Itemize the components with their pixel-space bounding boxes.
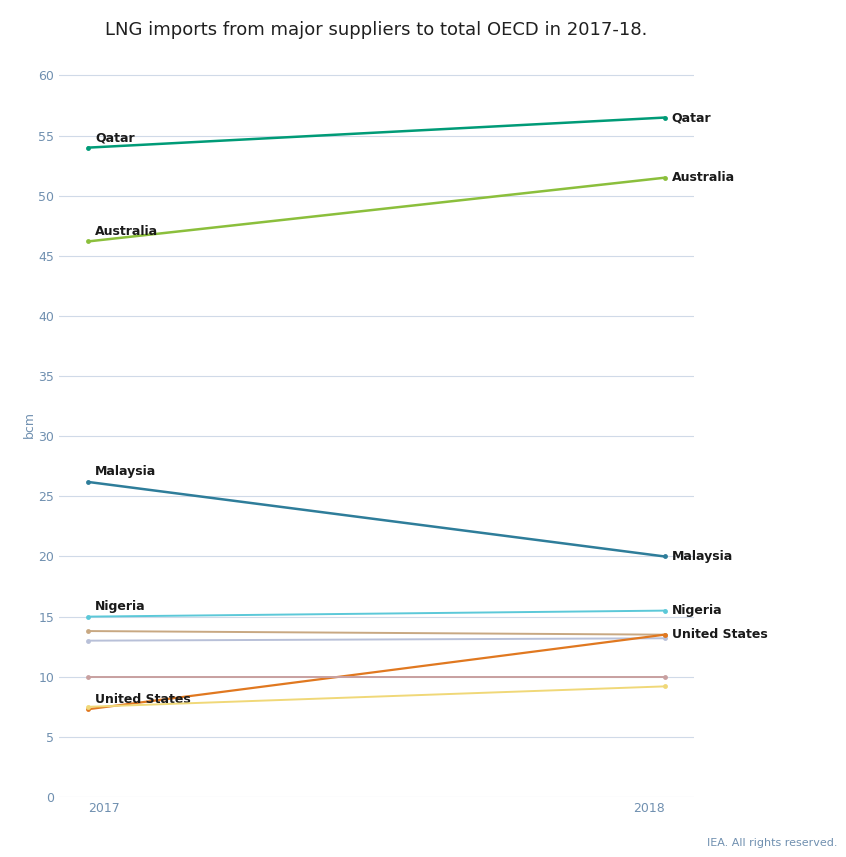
Text: Nigeria: Nigeria xyxy=(95,600,146,613)
Text: Malaysia: Malaysia xyxy=(672,550,733,563)
Text: Nigeria: Nigeria xyxy=(672,604,722,617)
Text: Qatar: Qatar xyxy=(672,111,711,124)
Text: Australia: Australia xyxy=(672,171,735,184)
Text: Malaysia: Malaysia xyxy=(95,465,157,478)
Text: United States: United States xyxy=(95,692,190,705)
Text: IEA. All rights reserved.: IEA. All rights reserved. xyxy=(707,838,838,848)
Text: Qatar: Qatar xyxy=(95,131,135,144)
Title: LNG imports from major suppliers to total OECD in 2017-18.: LNG imports from major suppliers to tota… xyxy=(105,21,648,39)
Text: United States: United States xyxy=(672,628,767,641)
Y-axis label: bcm: bcm xyxy=(23,411,36,438)
Text: Australia: Australia xyxy=(95,225,158,238)
